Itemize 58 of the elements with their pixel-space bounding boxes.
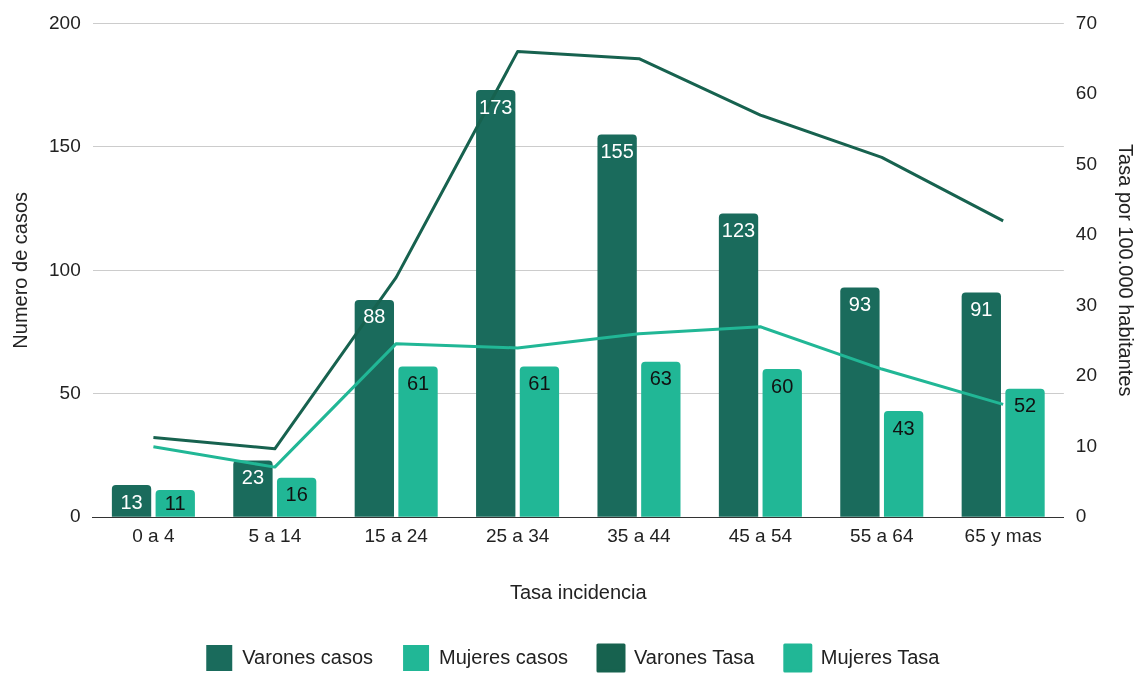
x-tick-label: 0 a 4 <box>132 524 175 546</box>
data-label: 123 <box>721 219 756 242</box>
data-label: 11 <box>164 492 186 515</box>
bar <box>718 213 759 517</box>
y2-tick-label: 60 <box>1075 82 1098 104</box>
bar <box>519 366 560 517</box>
bar <box>276 477 317 517</box>
data-label: 155 <box>600 140 634 163</box>
legend-label: Mujeres Tasa <box>820 645 941 668</box>
bar <box>597 134 637 517</box>
data-label: 43 <box>892 416 915 439</box>
y-tick-label: 200 <box>49 11 81 33</box>
data-label: 23 <box>241 465 265 488</box>
x-tick-label: 55 a 64 <box>850 524 914 546</box>
y2-tick-label: 30 <box>1075 293 1098 315</box>
y-axis-title: Numero de casos <box>8 191 31 349</box>
bar <box>476 90 516 517</box>
data-label: 16 <box>285 483 308 506</box>
bar <box>233 460 273 517</box>
y2-tick-label: 70 <box>1075 11 1098 33</box>
bar <box>398 366 438 517</box>
x-tick-label: 15 a 24 <box>364 524 429 546</box>
bar <box>354 299 395 517</box>
legend-label: Mujeres casos <box>439 645 568 668</box>
data-label: 88 <box>363 305 386 328</box>
y2-tick-label: 10 <box>1075 434 1098 456</box>
y2-axis-title: Tasa por 100.000 habitantes <box>1115 144 1138 397</box>
y2-tick-label: 40 <box>1075 223 1098 245</box>
bar <box>883 411 924 517</box>
y-tick-label: 150 <box>49 135 81 157</box>
bar <box>961 292 1001 517</box>
data-label: 60 <box>771 374 794 397</box>
y2-tick-label: 50 <box>1075 152 1098 174</box>
legend-label: Varones Tasa <box>634 645 756 668</box>
x-tick-label: 25 a 34 <box>485 524 550 546</box>
data-label: 91 <box>970 298 993 321</box>
y-tick-label: 0 <box>70 505 81 527</box>
x-tick-label: 65 y mas <box>964 524 1042 546</box>
x-tick-label: 45 a 54 <box>728 524 793 546</box>
legend-label: Varones casos <box>242 645 374 668</box>
data-label: 61 <box>528 372 551 395</box>
data-label: 52 <box>1013 394 1037 417</box>
y2-tick-label: 0 <box>1075 505 1087 527</box>
data-label: 173 <box>479 95 513 118</box>
data-label: 93 <box>848 293 872 316</box>
bar <box>641 361 681 517</box>
y-tick-label: 50 <box>59 381 81 403</box>
data-label: 13 <box>120 490 143 513</box>
data-label: 61 <box>406 372 430 395</box>
bar <box>762 369 802 517</box>
x-axis-title: Tasa incidencia <box>509 580 648 603</box>
bar <box>840 287 880 517</box>
bar <box>1005 388 1045 517</box>
y-tick-label: 100 <box>49 258 81 280</box>
y2-tick-label: 20 <box>1075 364 1098 386</box>
data-label: 63 <box>649 367 672 390</box>
x-tick-label: 5 a 14 <box>248 524 302 546</box>
x-tick-label: 35 a 44 <box>607 524 672 546</box>
